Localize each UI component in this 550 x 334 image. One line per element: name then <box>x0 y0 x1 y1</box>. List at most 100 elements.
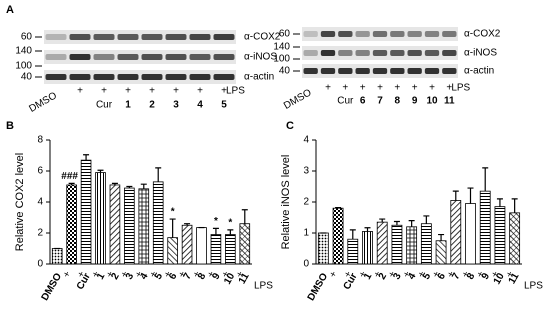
lps-sign: + <box>429 83 435 94</box>
blot-band <box>424 50 440 56</box>
blot-band <box>320 50 336 56</box>
blot-strip <box>44 30 236 44</box>
compound-label: 6 <box>360 96 366 107</box>
antibody-label: α-COX2 <box>244 32 281 43</box>
lps-sign: + <box>372 269 385 280</box>
blot-band <box>165 34 187 40</box>
blot-band <box>117 74 139 80</box>
blot-band <box>372 50 388 56</box>
x-tick-label: 9 <box>480 271 493 282</box>
compound-label: 9 <box>412 96 418 107</box>
error-bar <box>438 233 445 241</box>
x-tick-label: 6 <box>436 271 449 282</box>
compound-label: 3 <box>173 100 179 111</box>
bar <box>332 207 344 265</box>
blot-band <box>165 74 187 80</box>
lps-sign: + <box>401 269 414 280</box>
error-bar <box>482 167 489 192</box>
bar <box>406 226 418 265</box>
error-bar <box>452 190 459 201</box>
significance: * <box>228 218 232 229</box>
blot-strip <box>44 70 236 84</box>
y-tick-label: 0 <box>303 259 309 270</box>
lps-sign: + <box>148 269 161 280</box>
lps-sign: + <box>149 86 155 97</box>
error-bar <box>68 182 75 185</box>
blot-band <box>442 31 457 37</box>
bar <box>391 224 403 265</box>
compound-label: 8 <box>395 96 401 107</box>
compound-label: 11 <box>444 96 455 107</box>
blot-band <box>189 34 211 40</box>
lps-sign: + <box>475 269 488 280</box>
bar <box>152 181 164 265</box>
bar <box>435 240 447 265</box>
compound-label: 7 <box>377 96 383 107</box>
bar <box>196 227 207 265</box>
error-bar <box>212 227 219 235</box>
bar <box>376 221 388 265</box>
bar <box>167 237 178 265</box>
error-bar <box>169 218 176 238</box>
error-bar <box>511 198 518 213</box>
blot-band <box>303 50 318 56</box>
compound-label: 4 <box>197 100 203 111</box>
antibody-label: α-iNOS <box>244 52 277 63</box>
y-tick-label: 2 <box>303 197 309 208</box>
blot-band <box>442 50 457 56</box>
compound-label: 10 <box>426 96 438 107</box>
error-bar <box>97 169 104 173</box>
lps-sign: + <box>221 86 227 97</box>
blot-band <box>372 31 388 37</box>
marker-label: 100 <box>15 61 32 72</box>
lps-sign: + <box>416 269 429 280</box>
lps-sign: + <box>460 269 473 280</box>
error-bar <box>83 154 90 161</box>
lps-sign: + <box>504 269 517 280</box>
lps-sign: + <box>162 269 175 280</box>
blot-band <box>424 31 440 37</box>
x-tick-label: 10 <box>492 271 507 287</box>
error-bar <box>111 182 118 185</box>
blot-band <box>45 54 67 60</box>
error-bar <box>227 229 234 235</box>
marker-label: 140 <box>273 42 290 53</box>
bar <box>317 232 329 265</box>
x-tick-label: 1 <box>95 271 108 282</box>
blot-band <box>213 34 235 40</box>
lps-sign: + <box>386 269 399 280</box>
y-axis-label: Relative COX2 level <box>14 153 26 251</box>
marker-label: 140 <box>15 46 32 57</box>
blot-band <box>442 68 457 74</box>
treatment-label: LPS <box>451 83 470 94</box>
x-tick-label: 4 <box>138 271 151 282</box>
compound-label: 2 <box>149 100 155 111</box>
lps-sign: + <box>119 269 132 280</box>
x-tick-label: 3 <box>124 271 137 282</box>
significance: * <box>214 216 218 227</box>
bar <box>225 234 236 265</box>
lps-sign: + <box>489 269 502 280</box>
marker-label: 40 <box>279 66 291 77</box>
bar <box>239 223 251 265</box>
blot-band <box>141 34 163 40</box>
y-tick-label: 6 <box>37 166 43 177</box>
blot-band <box>338 50 353 56</box>
blot-band <box>355 50 370 56</box>
significance: ### <box>61 171 78 182</box>
blot-band <box>303 31 318 37</box>
lps-sign: + <box>77 86 83 97</box>
lps-sign: + <box>61 269 74 280</box>
x-tick-label: 3 <box>392 271 405 282</box>
error-bar <box>349 229 356 240</box>
blot-band <box>338 68 353 74</box>
blot-band <box>69 34 91 40</box>
bar <box>138 188 150 265</box>
lps-sign: + <box>76 269 89 280</box>
blot-strip <box>44 50 236 64</box>
x-tick-label: 7 <box>182 271 195 282</box>
bar <box>509 212 521 265</box>
lps-sign: + <box>446 83 452 94</box>
x-tick-label: 1 <box>362 271 375 282</box>
